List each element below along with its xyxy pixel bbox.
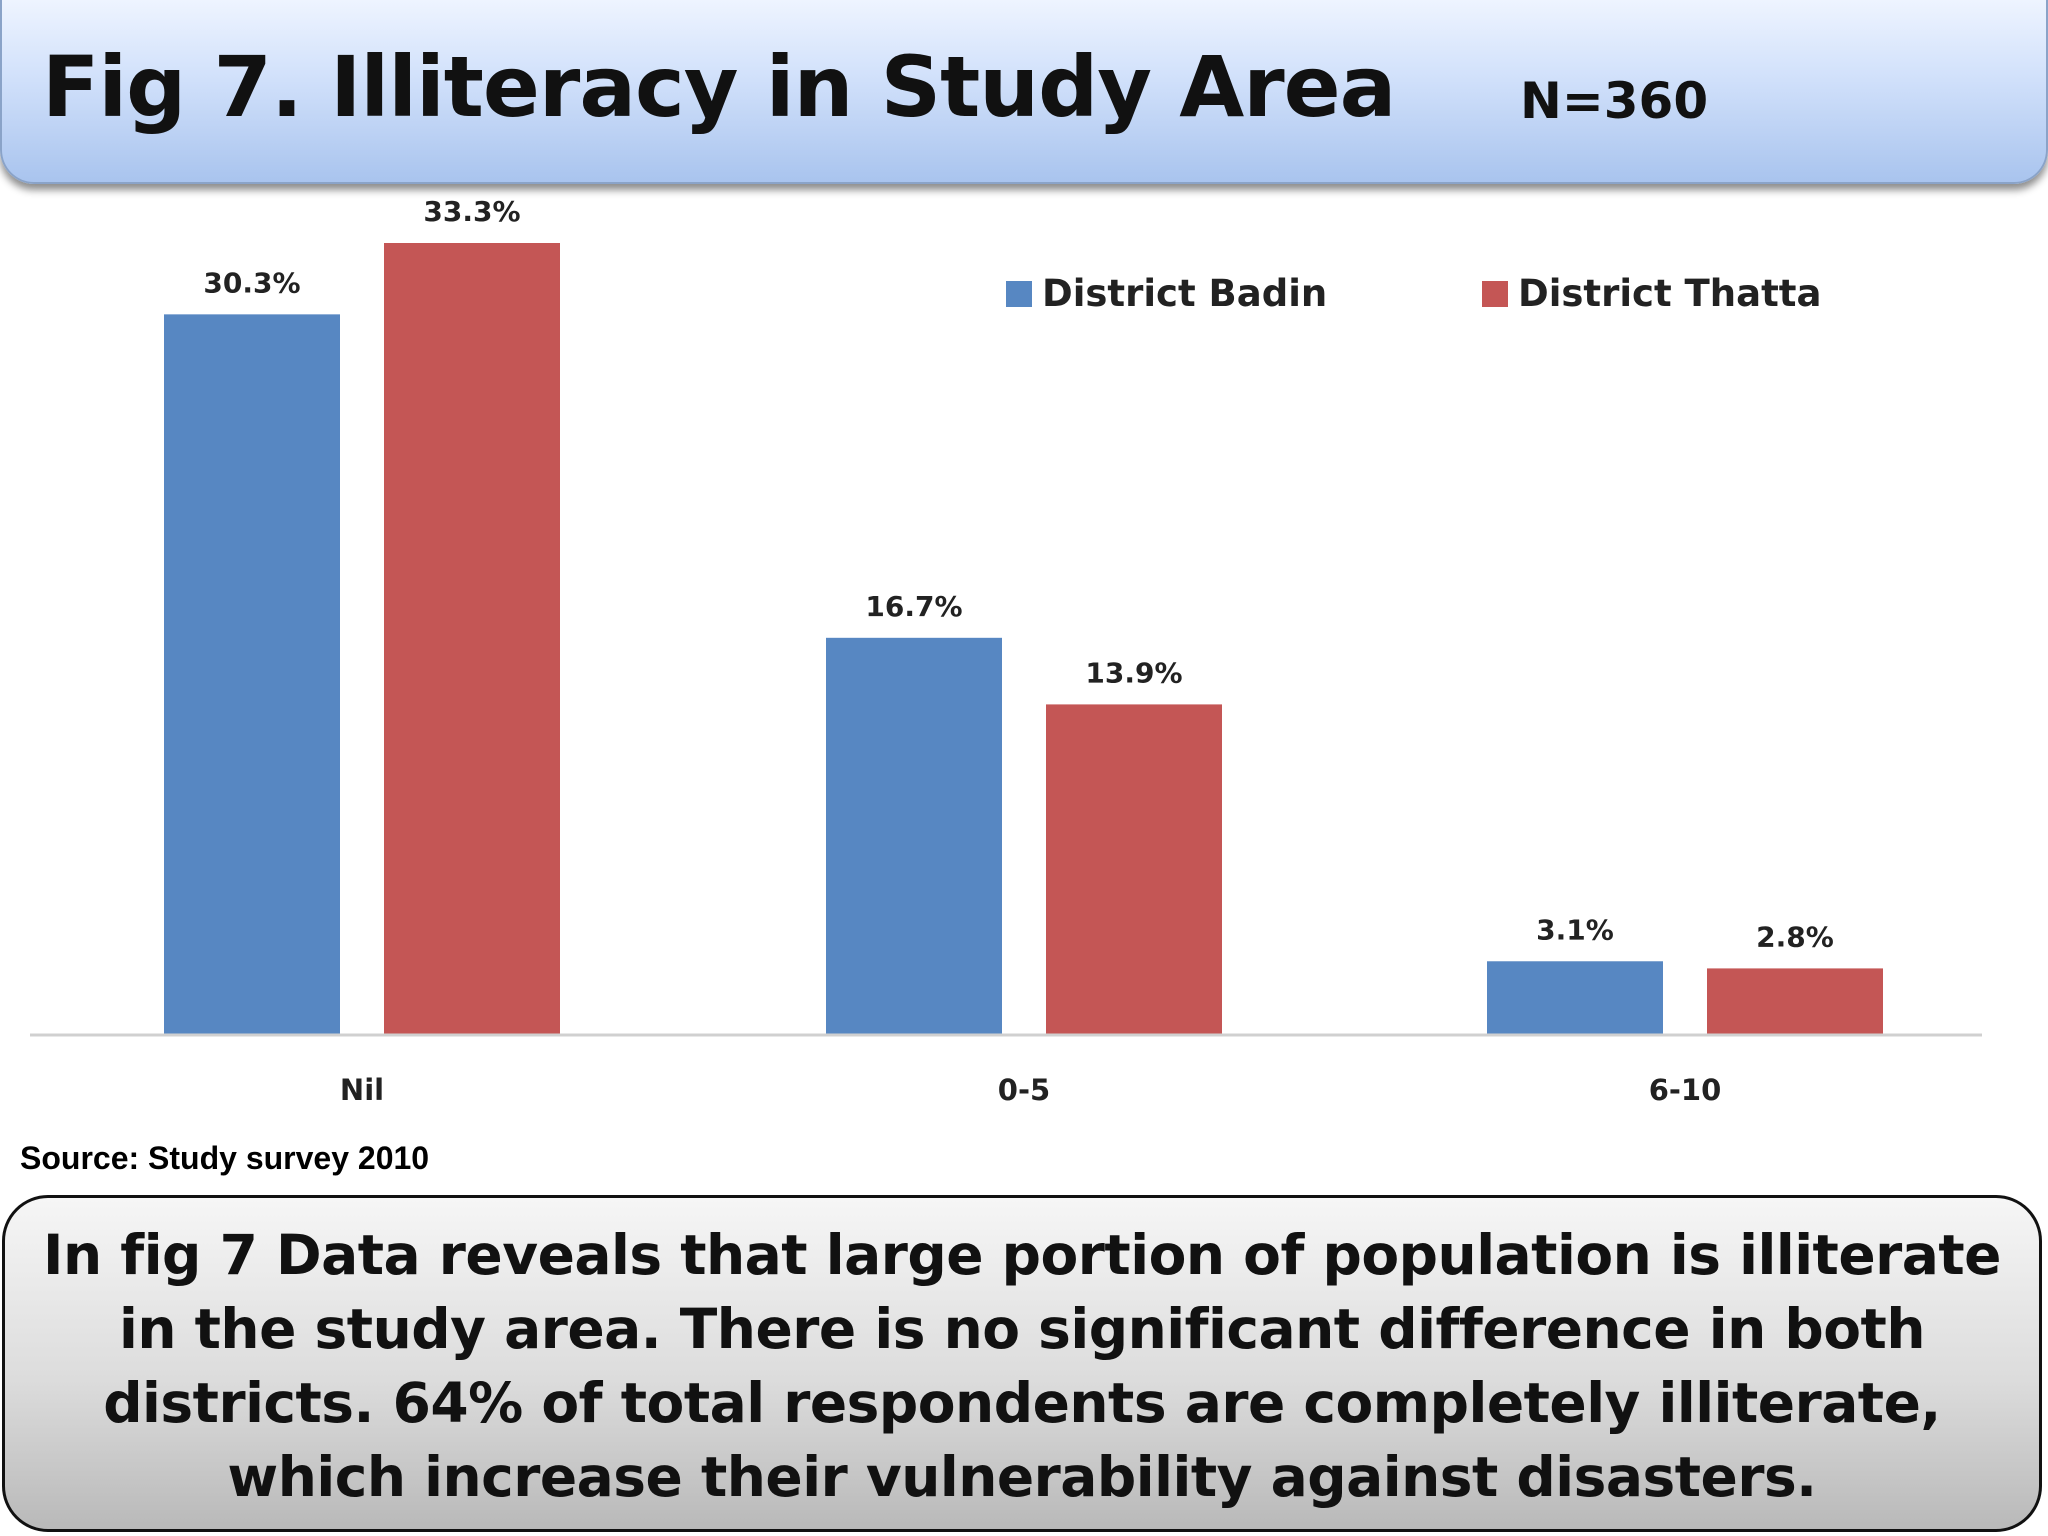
legend-label-thatta: District Thatta [1518, 272, 1821, 315]
chart-title: Fig 7. Illiteracy in Study Area [42, 38, 1396, 136]
bar-thatta-nil [384, 243, 560, 1035]
bars-group [164, 243, 1883, 1036]
data-labels-group: 30.3% 33.3% 16.7% 13.9% 3.1% 2.8% [203, 195, 1833, 953]
data-label-badin-0-5: 16.7% [865, 590, 962, 623]
data-label-thatta-nil: 33.3% [423, 195, 520, 228]
category-label-nil: Nil [340, 1073, 384, 1107]
bar-thatta-0-5 [1046, 704, 1222, 1035]
data-label-badin-6-10: 3.1% [1536, 913, 1614, 946]
category-label-6-10: 6-10 [1649, 1073, 1722, 1107]
source-note: Source: Study survey 2010 [20, 1140, 430, 1176]
data-label-thatta-0-5: 13.9% [1085, 656, 1182, 689]
data-label-thatta-6-10: 2.8% [1756, 920, 1834, 953]
sample-size-label: N=360 [1520, 72, 1709, 130]
legend-label-badin: District Badin [1042, 272, 1327, 315]
category-label-0-5: 0-5 [998, 1073, 1050, 1107]
data-label-badin-nil: 30.3% [203, 266, 300, 299]
summary-text: In fig 7 Data reveals that large portion… [43, 1223, 2001, 1509]
bar-badin-6-10 [1487, 961, 1663, 1035]
bar-thatta-6-10 [1707, 968, 1883, 1035]
bar-badin-0-5 [826, 637, 1002, 1035]
legend-swatch-badin [1006, 281, 1032, 307]
legend: District Badin District Thatta [1006, 272, 1821, 315]
summary-box: In fig 7 Data reveals that large portion… [2, 1195, 2042, 1532]
bar-chart: District Badin District Thatta 30.3% 33.3… [30, 195, 1982, 1107]
legend-swatch-thatta [1482, 281, 1508, 307]
title-banner: Fig 7. Illiteracy in Study Area N=360 [0, 0, 2048, 184]
bar-badin-nil [164, 314, 340, 1036]
category-labels-group: Nil 0-5 6-10 [340, 1073, 1721, 1107]
